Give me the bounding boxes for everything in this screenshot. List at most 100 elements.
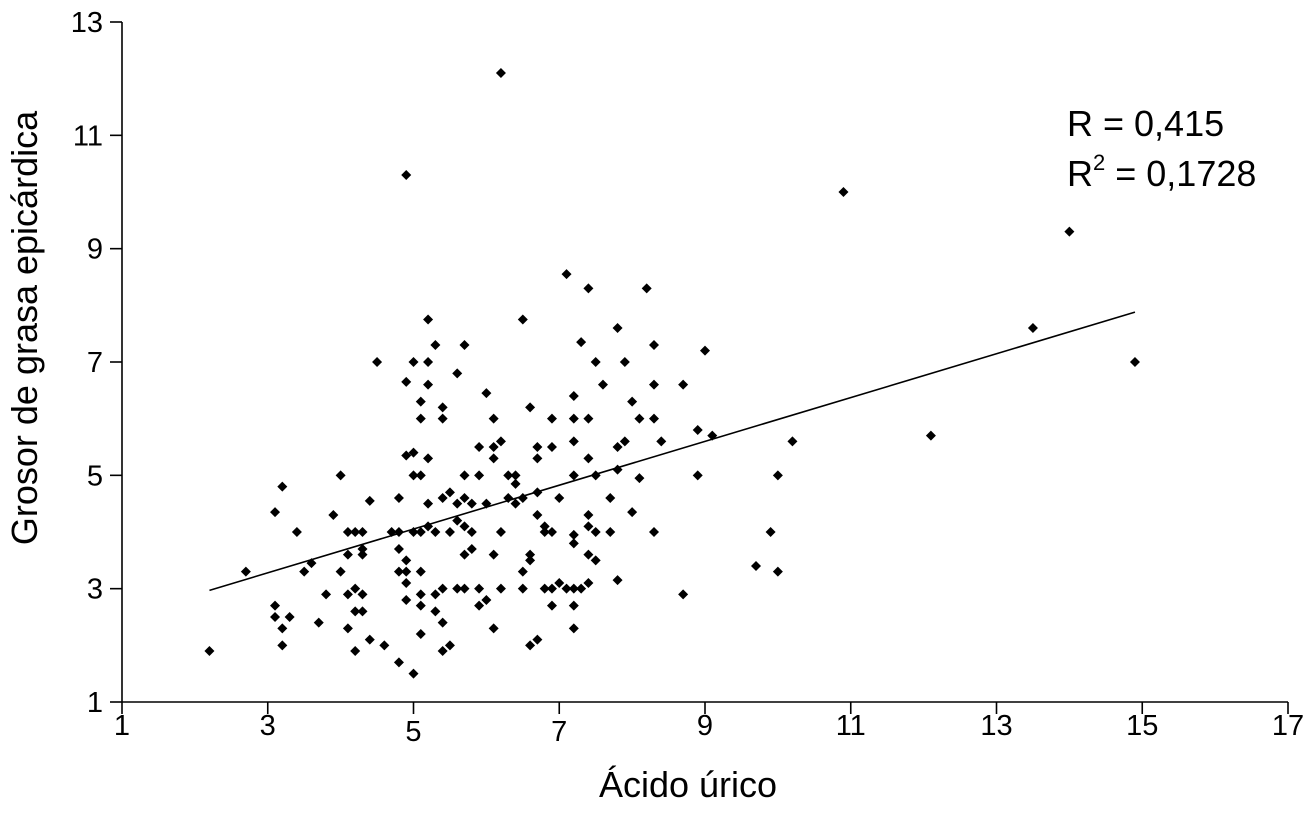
data-point [546,527,557,537]
data-point [437,617,448,628]
data-point [437,493,448,503]
data-point [444,527,455,537]
data-point [357,544,368,554]
data-point [401,555,412,566]
data-point [546,600,557,611]
data-point [641,283,652,294]
data-point [364,634,375,645]
x-axis-title: Ácido úrico [599,764,777,805]
data-point [459,549,470,560]
x-tick-label: 11 [836,710,866,742]
data-point [838,187,849,197]
x-tick-label: 1 [114,710,130,742]
data-point [525,555,536,566]
data-point [313,617,324,628]
data-point [342,549,353,560]
data-point [459,521,470,532]
data-point [342,589,353,600]
data-point [415,566,426,577]
data-point [678,589,689,600]
data-point [532,442,543,452]
data-point [408,447,419,458]
r2-suffix: = 0,1728 [1105,153,1256,194]
data-point [379,640,390,651]
data-point [284,612,295,622]
data-point [415,629,426,639]
data-point [539,527,550,537]
data-point [787,436,798,447]
data-point [532,453,543,464]
data-point [277,640,288,651]
data-point [335,566,346,577]
data-point [277,481,288,492]
data-point [452,583,463,594]
data-point [568,623,579,634]
data-point [452,368,463,379]
y-tick-label: 9 [87,234,103,266]
y-tick-label: 13 [71,7,103,39]
data-point [568,391,579,401]
data-point [568,413,579,424]
data-point [270,612,281,622]
data-point [401,578,412,588]
data-point [656,436,667,447]
data-point [299,566,310,577]
data-point [459,340,470,350]
y-tick-label: 3 [87,574,103,606]
data-point [495,583,506,594]
data-point [459,583,470,594]
data-point [342,527,353,537]
data-point [474,600,485,611]
data-point [415,396,426,407]
r2-prefix: R [1067,153,1093,194]
data-point [408,470,419,481]
data-point [372,357,383,367]
data-point [627,396,638,407]
r2-annotation: R2 = 0,1728 [1067,150,1256,194]
data-point [554,578,565,588]
data-point [437,402,448,413]
data-point [590,555,601,566]
data-point [488,453,499,464]
data-point [437,413,448,424]
data-point [437,583,448,594]
data-point [648,379,659,390]
data-point [539,583,550,594]
data-point [423,357,434,367]
data-point [430,606,441,617]
data-point [517,314,528,325]
data-point [612,442,623,452]
data-point [648,413,659,424]
data-point [350,606,361,617]
data-point [415,527,426,537]
data-point [539,521,550,532]
data-point [597,379,608,390]
data-point [495,527,506,537]
data-point [444,487,455,498]
data-point [648,527,659,537]
data-point [525,402,536,413]
data-point [568,470,579,481]
data-point [437,646,448,656]
data-point [561,269,572,280]
data-point [350,583,361,594]
data-point [590,527,601,537]
data-point [393,493,404,503]
data-point [357,549,368,560]
data-point [532,510,543,520]
data-point [692,470,703,481]
data-point [583,453,594,464]
data-point [466,498,477,509]
data-point [357,589,368,600]
data-point [357,606,368,617]
data-point [605,493,616,503]
data-point [510,498,521,509]
data-point [401,450,412,461]
data-point [546,413,557,424]
data-point [525,640,536,651]
data-point [423,498,434,509]
data-point [678,379,689,390]
data-point [357,527,368,537]
data-point [568,583,579,594]
